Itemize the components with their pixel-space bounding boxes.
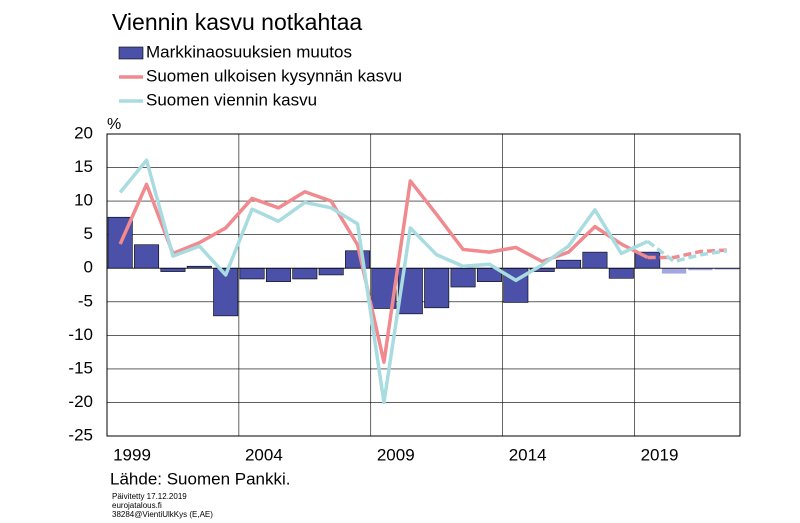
y-unit: % — [107, 116, 121, 133]
y-tick-label: -5 — [78, 291, 93, 310]
bar — [582, 251, 608, 269]
bar — [608, 267, 634, 279]
y-tick-label: 5 — [84, 224, 93, 243]
chart-title: Viennin kasvu notkahtaa — [112, 9, 362, 35]
y-tick-label: 0 — [84, 258, 93, 277]
bar — [450, 267, 476, 288]
line — [118, 158, 649, 405]
x-tick-label: 2019 — [641, 445, 679, 464]
x-tick-label: 2009 — [377, 445, 415, 464]
bar — [292, 267, 318, 280]
legend-swatch — [118, 46, 144, 60]
y-tick-label: -20 — [68, 392, 93, 411]
bar — [661, 268, 687, 274]
x-tick-label: 2014 — [509, 445, 547, 464]
x-tick-label: 1999 — [113, 445, 151, 464]
bar — [556, 259, 582, 269]
y-tick-label: 20 — [74, 123, 93, 142]
source: Lähde: Suomen Pankki. — [110, 469, 291, 488]
line — [118, 179, 649, 364]
footer: 38284@VientiUlkKys (E,AE) — [112, 510, 213, 519]
y-tick-label: -25 — [68, 425, 93, 444]
bar — [424, 267, 450, 309]
bar — [318, 267, 344, 276]
bar — [345, 250, 371, 269]
legend-label: Suomen viennin kasvu — [146, 90, 317, 109]
forecast-line — [646, 239, 728, 264]
legend-label: Markkinaosuuksien muutos — [146, 42, 352, 61]
legend-label: Suomen ulkoisen kysynnän kasvu — [146, 66, 402, 85]
bar — [265, 267, 291, 282]
bar — [160, 267, 186, 272]
plot-frame — [106, 133, 741, 437]
footer: eurojatalous.fi — [112, 501, 162, 510]
bar — [134, 244, 160, 269]
y-tick-label: -10 — [68, 325, 93, 344]
bar — [714, 268, 739, 270]
y-tick-label: 10 — [74, 191, 93, 210]
y-tick-label: 15 — [74, 157, 93, 176]
footer: Päivitetty 17.12.2019 — [112, 492, 187, 501]
bar — [688, 268, 713, 271]
bar — [239, 267, 265, 280]
x-tick-label: 2004 — [245, 445, 283, 464]
y-tick-label: -15 — [68, 358, 93, 377]
forecast-line — [647, 248, 727, 260]
